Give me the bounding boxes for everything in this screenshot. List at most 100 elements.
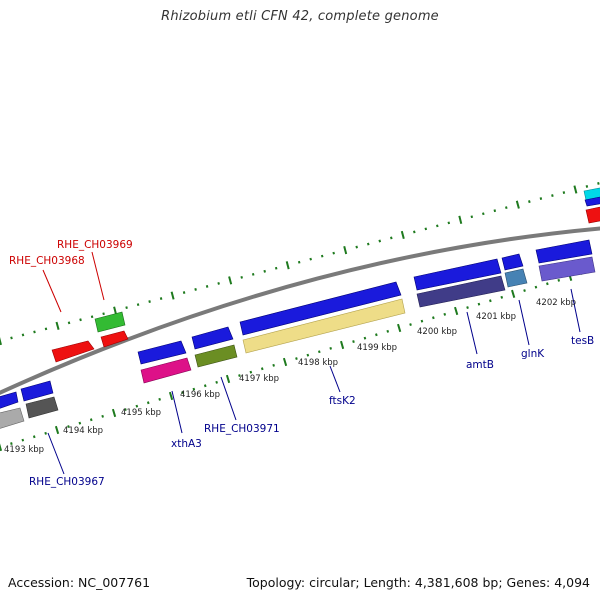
major-tick	[400, 230, 405, 240]
minor-tick	[546, 282, 549, 286]
leader-RHE_CH03968	[42, 269, 62, 313]
minor-tick	[466, 306, 469, 309]
scale-label: 4200 kbp	[417, 327, 457, 337]
feature-green[interactable]	[94, 311, 126, 333]
minor-tick	[67, 425, 70, 428]
minor-tick	[181, 391, 184, 394]
feature-blue-tesB[interactable]	[535, 239, 593, 264]
feature-yellow-ftsK2[interactable]	[242, 298, 406, 354]
feature-blue-edge[interactable]	[584, 196, 600, 207]
leader-RHE_CH03969	[91, 251, 105, 301]
major-tick	[55, 321, 60, 330]
feature-blue-glnK[interactable]	[501, 253, 524, 271]
leader-tesB	[570, 288, 581, 333]
minor-tick	[135, 404, 139, 408]
feature-blue-xthA3[interactable]	[137, 340, 187, 365]
gene-label-RHE_CH03968[interactable]: RHE_CH03968	[9, 255, 85, 267]
major-tick	[225, 374, 231, 384]
scale-labels: 4193 kbp 4194 kbp 4195 kbp 4196 kbp 4197…	[4, 298, 576, 455]
gene-label-RHE_CH03969[interactable]: RHE_CH03969	[57, 239, 133, 251]
major-tick	[282, 357, 288, 367]
minor-tick	[386, 329, 390, 333]
gene-label-amtB[interactable]: amtB	[466, 359, 494, 371]
feature-grey-left-1[interactable]	[0, 407, 25, 430]
major-tick	[111, 408, 117, 418]
gene-label-xthA3[interactable]: xthA3	[171, 438, 202, 450]
feature-blue-left-2[interactable]	[20, 380, 54, 402]
accession-text: Accession: NC_007761	[8, 575, 151, 590]
gene-label-ftsK2[interactable]: ftsK2	[329, 395, 356, 407]
minor-tick	[413, 230, 416, 234]
minor-tick	[420, 319, 424, 323]
minor-tick	[124, 408, 127, 411]
label-leaders	[42, 251, 581, 475]
minor-tick	[585, 185, 589, 188]
feature-steel-glnK[interactable]	[504, 268, 528, 288]
minor-tick	[205, 285, 209, 288]
scale-label: 4201 kbp	[476, 312, 516, 322]
minor-tick	[89, 418, 93, 422]
scale-label: 4196 kbp	[180, 390, 220, 400]
major-tick	[573, 185, 578, 194]
leader-ftsK2	[329, 365, 341, 393]
minor-tick	[424, 227, 428, 231]
leader-xthA3	[171, 390, 183, 434]
minor-tick	[320, 254, 324, 258]
minor-tick	[318, 350, 321, 354]
minor-tick	[297, 260, 301, 264]
minor-tick	[44, 431, 47, 435]
feature-violet-tesB[interactable]	[538, 256, 596, 282]
minor-tick	[390, 236, 393, 240]
gene-label-tesB[interactable]: tesB	[571, 335, 594, 347]
minor-tick	[528, 200, 531, 204]
feature-purple-amtB[interactable]	[416, 275, 506, 308]
feature-red-2[interactable]	[100, 330, 129, 348]
minor-tick	[272, 363, 275, 367]
minor-tick	[562, 191, 566, 194]
scale-label: 4202 kbp	[536, 298, 576, 308]
feature-blue-ftsK2[interactable]	[239, 281, 402, 336]
minor-tick	[597, 182, 600, 185]
minor-tick	[217, 282, 220, 285]
major-tick	[515, 200, 520, 209]
feature-blue-amtB[interactable]	[413, 258, 502, 291]
scale-label: 4199 kbp	[357, 343, 397, 353]
major-tick	[454, 306, 459, 316]
feature-blue-left-1[interactable]	[0, 391, 19, 410]
minor-tick	[329, 346, 332, 350]
minor-tick	[477, 302, 481, 306]
minor-tick	[557, 278, 561, 282]
minor-tick	[409, 323, 412, 326]
feature-red-edge[interactable]	[585, 206, 600, 224]
minor-tick	[309, 257, 312, 261]
minor-tick	[44, 327, 48, 331]
minor-tick	[21, 333, 25, 337]
minor-tick	[436, 224, 439, 228]
minor-tick	[295, 357, 298, 360]
minor-tick	[375, 333, 378, 337]
scale-label: 4195 kbp	[121, 408, 161, 418]
major-tick	[511, 289, 516, 298]
feature-grey-left-2[interactable]	[25, 396, 59, 419]
minor-tick	[79, 318, 82, 322]
minor-tick	[539, 197, 543, 200]
scale-label: 4198 kbp	[298, 358, 338, 368]
minor-tick	[21, 438, 25, 442]
minor-tick	[194, 288, 197, 291]
major-tick	[0, 336, 2, 346]
feature-magenta-xthA3[interactable]	[140, 357, 192, 384]
gene-label-glnK[interactable]: glnK	[521, 348, 545, 360]
scale-label: 4194 kbp	[63, 426, 103, 436]
feature-olive-RHE_CH03971[interactable]	[194, 344, 238, 368]
minor-tick	[447, 221, 451, 225]
minor-tick	[470, 215, 474, 219]
major-tick	[458, 215, 463, 224]
major-tick	[285, 261, 290, 270]
feature-red-1[interactable]	[51, 340, 95, 363]
feature-cyan-edge[interactable]	[583, 187, 600, 201]
minor-tick	[500, 295, 504, 299]
gene-label-RHE_CH03971[interactable]: RHE_CH03971	[204, 423, 280, 435]
gene-label-RHE_CH03967[interactable]: RHE_CH03967	[29, 476, 105, 488]
feature-blue-RHE_CH03971[interactable]	[191, 326, 234, 350]
